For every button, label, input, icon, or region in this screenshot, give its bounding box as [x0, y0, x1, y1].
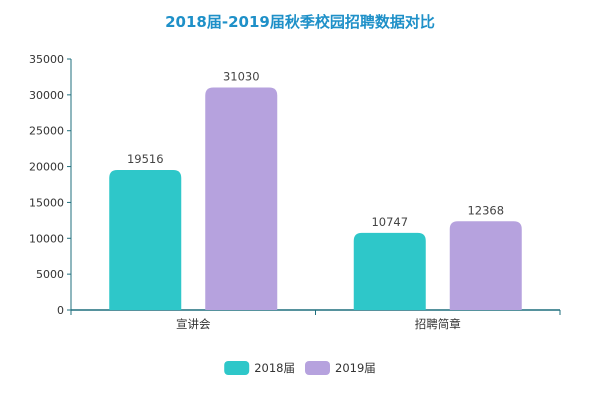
- legend-label: 2018届: [254, 361, 295, 375]
- y-tick-label: 15000: [29, 196, 64, 209]
- bar[interactable]: [205, 87, 278, 310]
- bars: [109, 87, 522, 310]
- x-tick-label: 招聘简章: [415, 317, 461, 331]
- legend-item[interactable]: 2019届: [305, 361, 376, 375]
- legend-swatch: [224, 361, 250, 375]
- legend-swatch: [305, 361, 330, 375]
- y-tick-label: 0: [57, 304, 64, 317]
- x-tick-label: 宣讲会: [176, 317, 211, 331]
- data-labels: 19516 31030 10747 12368: [127, 69, 504, 228]
- legend-item[interactable]: 2018届: [224, 361, 295, 375]
- legend-label: 2019届: [335, 361, 376, 375]
- y-tick-label: 10000: [29, 232, 64, 245]
- bar-value-label: 10747: [371, 215, 408, 229]
- bar-value-label: 31030: [223, 69, 260, 83]
- bar-value-label: 19516: [127, 152, 164, 166]
- y-tick-label: 35000: [29, 53, 64, 66]
- bar-value-label: 12368: [467, 203, 504, 217]
- bar[interactable]: [449, 221, 522, 310]
- y-tick-label: 20000: [29, 161, 64, 174]
- legend[interactable]: 2018届 2019届: [224, 361, 376, 375]
- y-tick-label: 25000: [29, 125, 64, 138]
- bar[interactable]: [109, 170, 182, 310]
- chart-title: 2018届-2019届秋季校园招聘数据对比: [165, 13, 435, 31]
- bar[interactable]: [353, 232, 426, 310]
- y-tick-label: 30000: [29, 89, 64, 102]
- y-tick-label: 5000: [36, 268, 64, 281]
